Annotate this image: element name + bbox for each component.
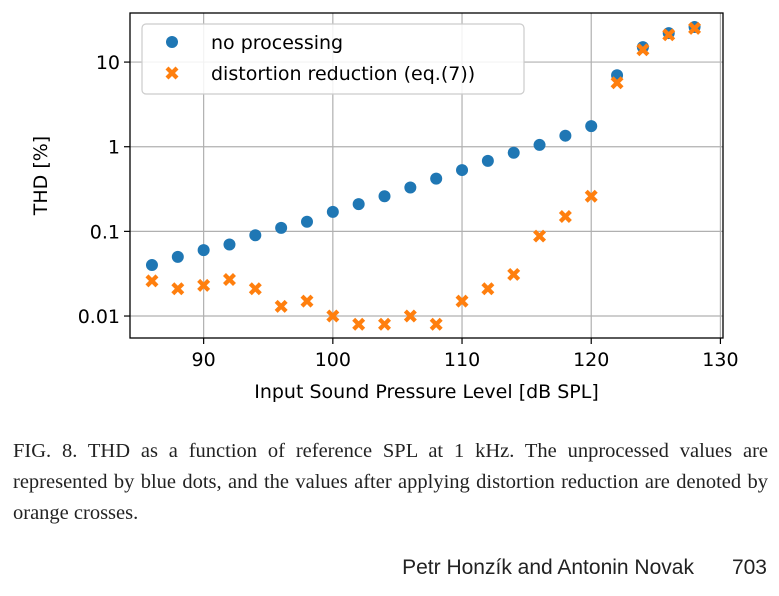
y-tick-label: 10 xyxy=(96,52,120,74)
x-tick-label: 110 xyxy=(444,349,480,371)
figure-caption: FIG. 8. THD as a function of reference S… xyxy=(13,440,768,524)
data-point-cross xyxy=(300,294,314,308)
y-tick-label: 0.01 xyxy=(78,306,120,328)
data-point-circle xyxy=(507,146,520,159)
data-point-cross xyxy=(584,189,598,203)
legend-label: distortion reduction (eq.(7)) xyxy=(211,63,475,85)
x-tick-label: 90 xyxy=(192,349,216,371)
data-point-cross xyxy=(197,278,211,292)
data-point-cross xyxy=(610,76,624,90)
data-point-cross xyxy=(274,299,288,313)
data-point-cross xyxy=(558,209,572,223)
legend-label: no processing xyxy=(211,32,343,54)
data-point-circle xyxy=(559,129,572,142)
data-point-cross xyxy=(326,309,340,323)
x-axis-label: Input Sound Pressure Level [dB SPL] xyxy=(254,381,599,403)
legend: no processing distortion reduction (eq.(7… xyxy=(141,23,525,95)
legend-marker-cross xyxy=(165,66,179,80)
data-point-circle xyxy=(300,215,313,228)
data-point-cross xyxy=(222,273,236,286)
data-point-cross xyxy=(662,28,676,42)
page-number: 703 xyxy=(731,556,767,579)
series-distortion-reduction xyxy=(145,21,702,331)
data-point-cross xyxy=(352,317,366,331)
y-axis-label: THD [%] xyxy=(30,136,52,216)
data-point-circle xyxy=(481,154,494,167)
data-point-cross xyxy=(636,43,650,57)
plot-marks xyxy=(145,20,702,331)
data-point-cross xyxy=(481,282,495,296)
x-tick-label: 120 xyxy=(573,349,609,371)
data-point-circle xyxy=(275,221,288,234)
legend-marker-circle xyxy=(166,36,178,48)
y-tick-label: 1 xyxy=(108,137,120,159)
x-axis-ticks: 90 100 110 120 130 xyxy=(192,338,739,371)
data-point-cross xyxy=(455,294,469,308)
data-point-cross xyxy=(429,317,443,331)
data-point-cross xyxy=(507,267,521,281)
y-tick-label: 0.1 xyxy=(90,221,120,243)
data-point-circle xyxy=(430,172,443,185)
data-point-circle xyxy=(404,181,417,194)
plot-frame xyxy=(129,12,724,339)
x-tick-label: 130 xyxy=(702,349,738,371)
data-point-cross xyxy=(533,229,547,243)
data-point-cross xyxy=(248,282,262,296)
data-point-circle xyxy=(223,238,236,251)
data-point-circle xyxy=(197,244,210,257)
data-point-circle xyxy=(533,138,546,151)
footer-authors: Petr Honzík and Antonin Novak xyxy=(402,556,694,579)
page-footer: Petr Honzík and Antonin Novak 703 xyxy=(402,556,767,580)
legend-box xyxy=(141,23,525,95)
data-point-circle xyxy=(378,190,391,203)
data-point-cross xyxy=(145,274,159,288)
data-point-circle xyxy=(171,250,184,263)
data-point-circle xyxy=(326,205,339,218)
data-point-circle xyxy=(585,120,598,133)
data-point-cross xyxy=(171,282,185,296)
data-point-cross xyxy=(688,21,702,35)
data-point-circle xyxy=(145,259,158,272)
data-point-circle xyxy=(456,164,469,177)
data-point-circle xyxy=(352,198,365,211)
data-point-cross xyxy=(403,309,417,323)
data-point-cross xyxy=(378,317,391,331)
y-axis-ticks: 0.01 0.1 1 10 xyxy=(78,52,130,328)
x-tick-label: 100 xyxy=(315,349,351,371)
data-point-circle xyxy=(249,229,262,242)
